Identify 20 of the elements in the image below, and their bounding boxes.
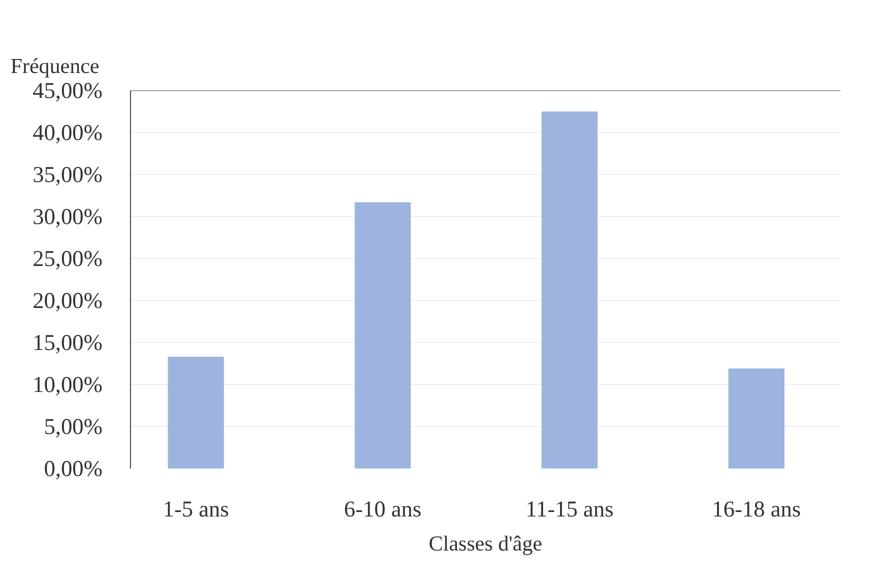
y-tick-label: 40,00% xyxy=(32,120,103,145)
x-tick-label: 6-10 ans xyxy=(344,496,422,522)
x-axis-title: Classes d'âge xyxy=(428,532,542,556)
y-tick-label: 45,00% xyxy=(32,78,103,103)
y-tick-label: 30,00% xyxy=(32,204,103,229)
y-tick-label: 5,00% xyxy=(44,414,103,439)
bar xyxy=(728,368,784,468)
y-tick-label: 20,00% xyxy=(32,288,103,313)
bar xyxy=(168,356,224,468)
y-tick-label: 15,00% xyxy=(32,330,103,355)
y-tick-label: 25,00% xyxy=(32,246,103,271)
y-tick-label: 10,00% xyxy=(32,372,103,397)
x-tick-label: 16-18 ans xyxy=(712,496,801,522)
y-tick-label: 35,00% xyxy=(32,162,103,187)
x-tick-label: 11-15 ans xyxy=(526,496,614,522)
y-axis-title: Fréquence xyxy=(10,54,100,78)
bar xyxy=(354,202,411,468)
x-tick-label: 1-5 ans xyxy=(162,496,229,522)
bar xyxy=(542,112,598,468)
y-tick-label: 0,00% xyxy=(44,456,103,481)
